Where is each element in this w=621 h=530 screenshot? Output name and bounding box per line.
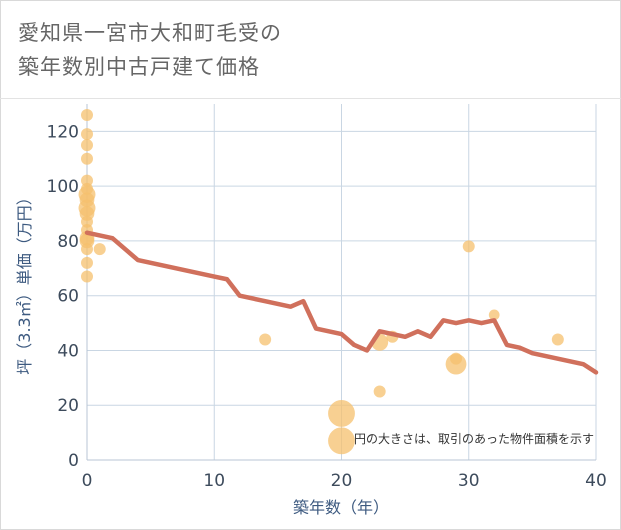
trend-line-layer bbox=[84, 230, 599, 375]
x-axis-title: 築年数（年） bbox=[293, 498, 389, 517]
data-bubble bbox=[81, 139, 93, 152]
x-tick-label: 40 bbox=[585, 471, 607, 491]
data-bubble bbox=[259, 333, 272, 346]
title-divider bbox=[0, 98, 621, 99]
data-bubble bbox=[81, 215, 93, 228]
y-tick-label: 20 bbox=[57, 396, 79, 416]
y-axis-title: 坪（3.3㎡）単価（万円） bbox=[15, 189, 34, 374]
data-bubble bbox=[551, 333, 564, 346]
data-bubble bbox=[488, 309, 500, 321]
data-bubble bbox=[373, 385, 386, 398]
y-tick-label: 100 bbox=[47, 177, 79, 197]
x-tick-label: 30 bbox=[458, 471, 480, 491]
y-tick-label: 120 bbox=[47, 122, 79, 142]
bubble-layer bbox=[78, 108, 564, 455]
chart-title: 愛知県一宮市大和町毛受の 築年数別中古戸建て価格 bbox=[18, 16, 282, 84]
data-bubble bbox=[93, 243, 106, 256]
data-bubble bbox=[81, 152, 93, 165]
data-bubble bbox=[328, 427, 355, 455]
data-bubble bbox=[81, 270, 93, 283]
data-bubble bbox=[450, 352, 463, 365]
y-tick-label: 60 bbox=[57, 287, 79, 307]
tick-labels: 0 10 20 30 40 0 20 40 60 80 100 120 bbox=[47, 122, 607, 491]
data-bubble bbox=[81, 128, 93, 141]
trend-line bbox=[84, 230, 599, 375]
data-bubble bbox=[328, 400, 355, 427]
data-bubble bbox=[81, 174, 93, 187]
chart-title-line-2: 築年数別中古戸建て価格 bbox=[18, 55, 260, 79]
data-bubble bbox=[81, 256, 93, 269]
y-tick-label: 40 bbox=[57, 341, 79, 361]
data-bubble bbox=[81, 108, 93, 121]
y-tick-label: 0 bbox=[68, 451, 79, 471]
x-tick-label: 20 bbox=[331, 471, 353, 491]
x-tick-label: 0 bbox=[82, 471, 93, 491]
y-tick-label: 80 bbox=[57, 232, 79, 252]
chart-title-line-1: 愛知県一宮市大和町毛受の bbox=[18, 21, 282, 45]
x-tick-label: 10 bbox=[203, 471, 225, 491]
data-bubble bbox=[81, 243, 93, 256]
bubble-size-note: 円の大きさは、取引のあった物件面積を示す bbox=[354, 431, 594, 446]
data-bubble bbox=[462, 240, 475, 253]
